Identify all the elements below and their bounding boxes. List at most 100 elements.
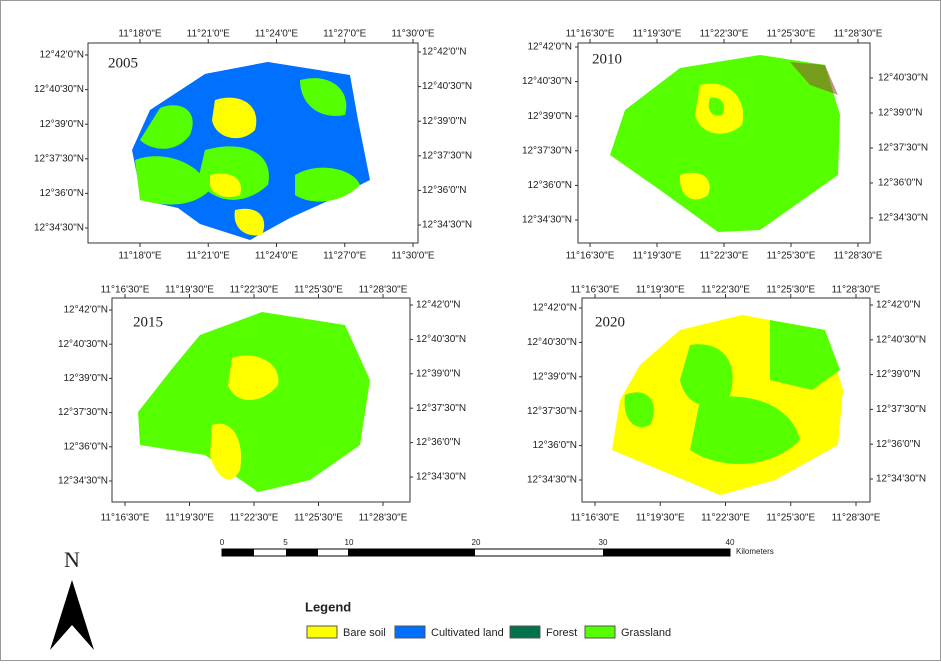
- lon-tick-label: 11°19'30"E: [633, 29, 682, 40]
- lat-tick-label: 12°39'0"N: [876, 369, 921, 380]
- lon-tick-label: 11°16'30"E: [101, 285, 150, 296]
- lon-tick-label: 11°28'30"E: [834, 29, 883, 40]
- lat-tick-label: 12°36'0"N: [878, 178, 923, 189]
- lon-tick-label: 11°25'30"E: [766, 513, 815, 524]
- lon-tick-label: 11°25'30"E: [767, 251, 816, 262]
- lat-tick-label: 12°36'0"N: [40, 188, 85, 199]
- scale-segment: [222, 549, 254, 556]
- lat-tick-label: 12°34'30"N: [34, 223, 84, 234]
- lat-tick-label: 12°42'0"N: [416, 300, 461, 311]
- lat-tick-label: 12°39'0"N: [416, 368, 461, 379]
- lon-tick-label: 11°22'30"E: [700, 251, 749, 262]
- lat-tick-label: 12°37'30"N: [416, 403, 466, 414]
- lon-tick-label: 11°19'30"E: [636, 513, 685, 524]
- lat-tick-label: 12°34'30"N: [522, 215, 572, 226]
- lon-tick-label: 11°24'0"E: [255, 29, 299, 40]
- lat-tick-label: 12°36'0"N: [533, 440, 578, 451]
- lat-tick-label: 12°40'30"N: [34, 84, 84, 95]
- lat-tick-label: 12°34'30"N: [416, 472, 466, 483]
- lon-tick-label: 11°28'30"E: [832, 285, 881, 296]
- lat-tick-label: 12°39'0"N: [533, 371, 578, 382]
- lat-tick-label: 12°34'30"N: [876, 474, 926, 485]
- panel-year: 2005: [108, 55, 138, 71]
- lat-tick-label: 12°40'30"N: [878, 73, 928, 84]
- lat-tick-label: 12°36'0"N: [416, 437, 461, 448]
- lat-tick-label: 12°34'30"N: [878, 213, 928, 224]
- scale-tick-label: 30: [599, 538, 608, 547]
- lat-tick-label: 12°42'0"N: [876, 300, 921, 311]
- lon-tick-label: 11°21'0"E: [187, 251, 231, 262]
- scale-tick-label: 20: [472, 538, 481, 547]
- scale-tick-label: 5: [283, 538, 288, 547]
- panel-year: 2010: [592, 51, 622, 67]
- lat-tick-label: 12°40'30"N: [422, 81, 472, 92]
- lat-tick-label: 12°40'30"N: [522, 76, 572, 87]
- lat-tick-label: 12°37'30"N: [876, 404, 926, 415]
- lon-tick-label: 11°22'30"E: [230, 285, 279, 296]
- legend-swatch: [307, 626, 337, 638]
- lon-tick-label: 11°28'30"E: [359, 285, 408, 296]
- lon-tick-label: 11°21'0"E: [187, 29, 231, 40]
- scale-tick-label: 40: [726, 538, 735, 547]
- lat-tick-label: 12°42'0"N: [528, 42, 573, 53]
- lon-tick-label: 11°16'30"E: [101, 513, 150, 524]
- lon-tick-label: 11°22'30"E: [700, 29, 749, 40]
- lon-tick-label: 11°22'30"E: [701, 285, 750, 296]
- scale-tick-label: 10: [345, 538, 354, 547]
- lon-tick-label: 11°25'30"E: [767, 29, 816, 40]
- legend-label: Cultivated land: [431, 627, 504, 639]
- lat-tick-label: 12°36'0"N: [64, 441, 109, 452]
- lat-tick-label: 12°40'30"N: [527, 337, 577, 348]
- lon-tick-label: 11°19'30"E: [165, 513, 214, 524]
- lon-tick-label: 11°22'30"E: [230, 513, 279, 524]
- lon-tick-label: 11°27'0"E: [323, 29, 367, 40]
- figure: Kilometers N Legend 200511°18'0"E11°21'0…: [0, 0, 941, 661]
- lat-tick-label: 12°36'0"N: [422, 185, 467, 196]
- lat-tick-label: 12°37'30"N: [878, 143, 928, 154]
- panel-year: 2015: [133, 314, 163, 330]
- lon-tick-label: 11°28'30"E: [359, 513, 408, 524]
- lat-tick-label: 12°42'0"N: [64, 305, 109, 316]
- lon-tick-label: 11°27'0"E: [323, 251, 367, 262]
- scale-segment: [348, 549, 475, 556]
- lon-tick-label: 11°19'30"E: [633, 251, 682, 262]
- legend-swatch: [510, 626, 540, 638]
- lat-tick-label: 12°37'30"N: [58, 407, 108, 418]
- scale-unit: Kilometers: [736, 547, 774, 556]
- legend-label: Bare soil: [343, 627, 386, 639]
- legend-swatch: [585, 626, 615, 638]
- lon-tick-label: 11°25'30"E: [294, 285, 343, 296]
- legend-swatch: [395, 626, 425, 638]
- scale-tick-label: 0: [220, 538, 225, 547]
- lat-tick-label: 12°39'0"N: [40, 119, 85, 130]
- lon-tick-label: 11°28'30"E: [832, 513, 881, 524]
- lon-tick-label: 11°25'30"E: [766, 285, 815, 296]
- lat-tick-label: 12°40'30"N: [58, 339, 108, 350]
- legend-title: Legend: [305, 599, 351, 614]
- lon-tick-label: 11°30'0"E: [391, 29, 435, 40]
- lat-tick-label: 12°34'30"N: [58, 476, 108, 487]
- scale-segment: [603, 549, 730, 556]
- lon-tick-label: 11°24'0"E: [255, 251, 299, 262]
- lat-tick-label: 12°37'30"N: [422, 150, 472, 161]
- lat-tick-label: 12°34'30"N: [527, 475, 577, 486]
- lon-tick-label: 11°16'30"E: [571, 285, 620, 296]
- panel-year: 2020: [595, 314, 625, 330]
- lat-tick-label: 12°37'30"N: [522, 145, 572, 156]
- lat-tick-label: 12°40'30"N: [876, 334, 926, 345]
- lon-tick-label: 11°16'30"E: [571, 513, 620, 524]
- lon-tick-label: 11°30'0"E: [391, 251, 435, 262]
- lat-tick-label: 12°39'0"N: [422, 116, 467, 127]
- lat-tick-label: 12°36'0"N: [528, 180, 573, 191]
- lon-tick-label: 11°19'30"E: [636, 285, 685, 296]
- scale-segment: [286, 549, 318, 556]
- lat-tick-label: 12°39'0"N: [878, 108, 923, 119]
- lat-tick-label: 12°42'0"N: [422, 47, 467, 58]
- lat-tick-label: 12°42'0"N: [40, 50, 85, 61]
- legend-label: Forest: [546, 627, 577, 639]
- north-label: N: [64, 547, 80, 572]
- lat-tick-label: 12°39'0"N: [64, 373, 109, 384]
- lon-tick-label: 11°25'30"E: [294, 513, 343, 524]
- lon-tick-label: 11°28'30"E: [834, 251, 883, 262]
- lon-tick-label: 11°18'0"E: [118, 29, 162, 40]
